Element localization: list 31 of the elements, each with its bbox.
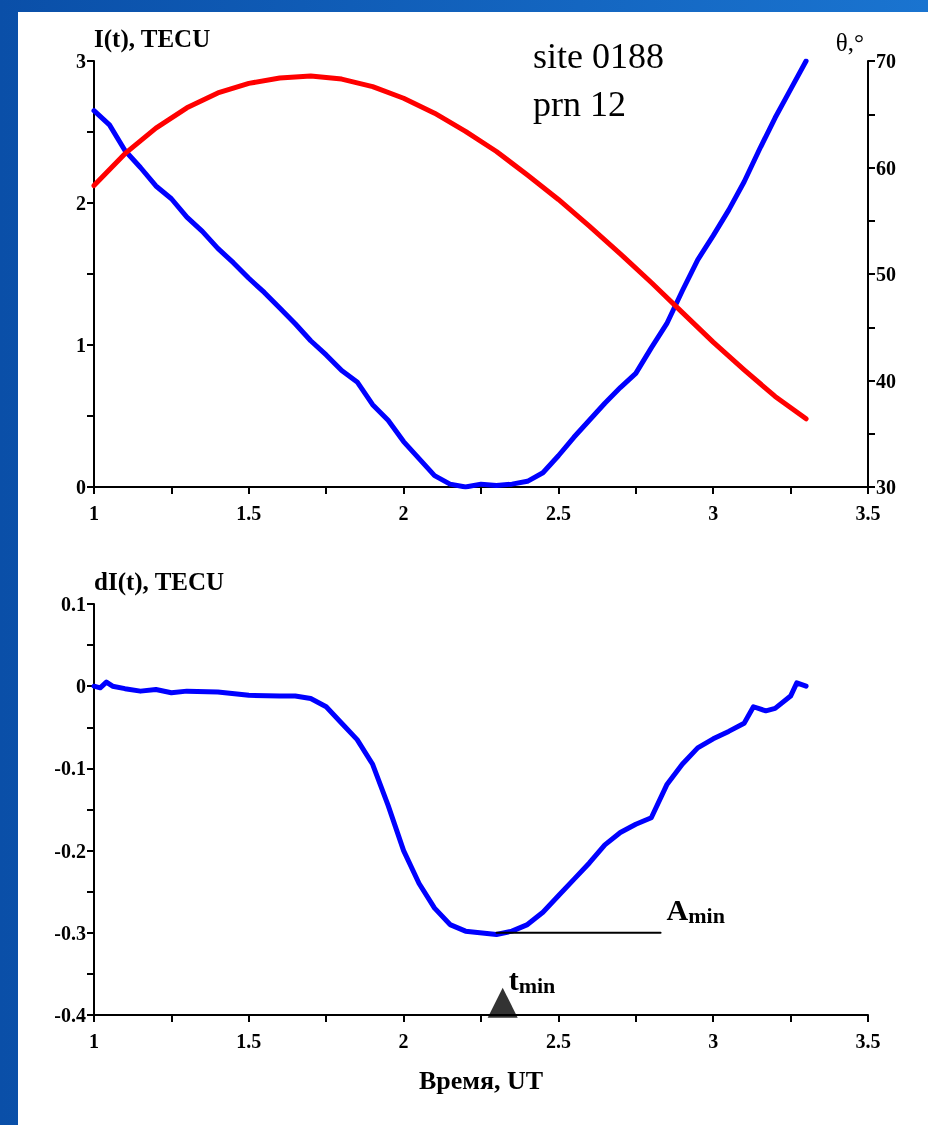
y-tick-label: 0.1 [61, 593, 86, 615]
annotation: prn 12 [533, 84, 626, 124]
x-tick-label: 1.5 [236, 502, 262, 524]
y2-tick-label: 70 [876, 50, 896, 72]
y-axis-title: dI(t), TECU [94, 568, 225, 596]
y-tick-label: 2 [76, 192, 86, 214]
y-tick-label: 3 [76, 50, 86, 72]
x-tick-label: 2 [398, 1030, 409, 1052]
y-tick-label: -0.4 [54, 1004, 86, 1026]
y-tick-label: -0.3 [54, 921, 86, 944]
x-tick-label: 2.5 [545, 502, 571, 524]
y-tick-label: 0 [76, 476, 86, 498]
x-tick-label: 3 [708, 502, 719, 524]
x-tick-label: 2 [398, 502, 409, 524]
y2-tick-label: 60 [876, 156, 896, 179]
y-tick-label: -0.2 [54, 839, 86, 862]
x-tick-label: 3.5 [855, 1030, 881, 1052]
x-axis-title: Время, UT [418, 1065, 544, 1095]
y2-tick-label: 40 [876, 369, 896, 392]
annotation: site 0188 [533, 36, 664, 76]
y-tick-label: -0.1 [54, 757, 86, 780]
y-axis-title: I(t), TECU [94, 25, 211, 53]
y-tick-label: 0 [76, 675, 86, 698]
y2-tick-label: 50 [876, 263, 896, 285]
y2-axis-title: θ,° [835, 29, 864, 56]
x-tick-label: 1.5 [236, 1030, 262, 1052]
y2-tick-label: 30 [876, 476, 896, 498]
x-tick-label: 3 [708, 1030, 719, 1052]
x-tick-label: 2.5 [545, 1030, 571, 1052]
y-tick-label: 1 [76, 334, 86, 356]
x-tick-label: 3.5 [855, 502, 881, 524]
